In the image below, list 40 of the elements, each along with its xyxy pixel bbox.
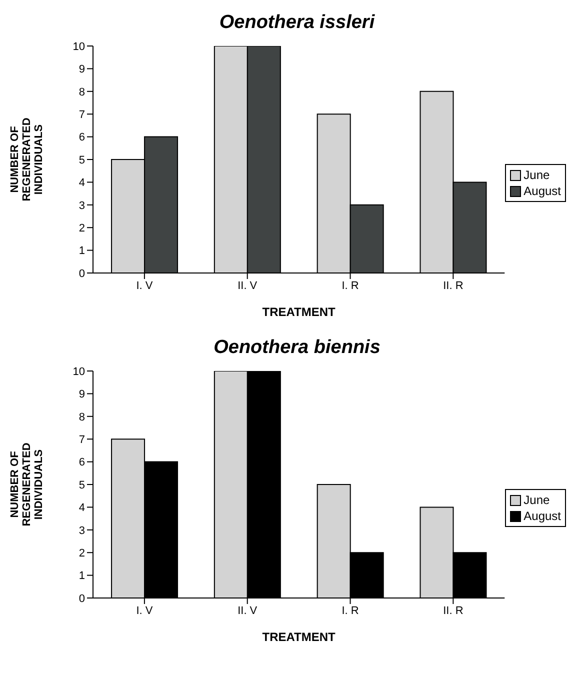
y-tick-label: 9 (78, 64, 85, 76)
x-tick-label: II. V (238, 280, 258, 292)
chart-title: Oenothera issleri (218, 11, 376, 35)
legend-label: June (524, 492, 550, 508)
y-tick-label: 10 (72, 366, 85, 378)
legend-label: August (524, 183, 561, 199)
x-axis-title: TREATMENT (262, 630, 336, 644)
y-tick-label: 7 (78, 434, 85, 446)
y-tick-label: 1 (78, 570, 85, 582)
chart-title: Oenothera biennis (212, 336, 382, 360)
y-tick-label: 9 (78, 388, 85, 401)
x-tick-label: II. V (238, 604, 258, 617)
y-tick-label: 0 (78, 268, 85, 280)
y-tick-label: 8 (78, 86, 85, 98)
y-tick-label: 3 (78, 200, 85, 212)
x-tick-label: II. R (443, 604, 464, 617)
y-axis-title: NUMBER OF REGENERATED INDIVIDUALS (9, 118, 45, 202)
y-tick-label: 4 (78, 177, 85, 190)
y-axis-title: NUMBER OF REGENERATED INDIVIDUALS (9, 442, 45, 526)
x-axis-title: TREATMENT (262, 305, 336, 319)
y-tick-label: 0 (78, 592, 85, 605)
y-tick-label: 10 (72, 40, 85, 53)
x-tick-label: I. V (136, 604, 154, 617)
x-tick-label: II. R (443, 280, 464, 292)
x-tick-label: I. R (342, 280, 359, 292)
legend-label: June (524, 167, 550, 183)
y-tick-label: 3 (78, 524, 85, 537)
y-tick-label: 2 (78, 548, 85, 560)
y-tick-label: 6 (78, 456, 85, 469)
legend-label: August (524, 508, 561, 524)
y-tick-label: 7 (78, 109, 85, 122)
x-tick-label: I. V (136, 280, 154, 292)
y-tick-label: 4 (78, 502, 85, 514)
y-tick-label: 8 (78, 411, 85, 424)
y-tick-label: 5 (78, 479, 85, 492)
y-tick-label: 1 (78, 245, 85, 258)
y-tick-label: 2 (78, 222, 85, 235)
y-tick-label: 5 (78, 154, 85, 166)
y-tick-label: 6 (78, 132, 85, 144)
x-tick-label: I. R (342, 604, 359, 617)
